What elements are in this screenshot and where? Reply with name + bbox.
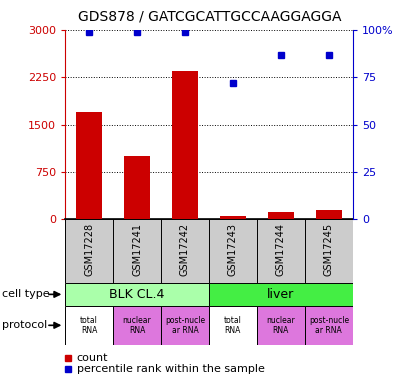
Bar bbox=[172, 71, 198, 219]
Bar bbox=[316, 210, 342, 219]
Text: count: count bbox=[77, 353, 108, 363]
Text: cell type: cell type bbox=[2, 290, 50, 299]
Text: GSM17242: GSM17242 bbox=[180, 223, 190, 276]
Bar bbox=[113, 306, 161, 345]
Text: total
RNA: total RNA bbox=[80, 316, 98, 335]
Bar bbox=[209, 306, 257, 345]
Text: nuclear
RNA: nuclear RNA bbox=[123, 316, 151, 335]
Text: GSM17243: GSM17243 bbox=[228, 223, 238, 276]
Bar bbox=[305, 306, 353, 345]
Text: protocol: protocol bbox=[2, 320, 47, 330]
Text: GSM17244: GSM17244 bbox=[276, 223, 286, 276]
Text: GSM17228: GSM17228 bbox=[84, 223, 94, 276]
Text: GSM17241: GSM17241 bbox=[132, 223, 142, 276]
Text: BLK CL.4: BLK CL.4 bbox=[109, 288, 165, 301]
Bar bbox=[161, 306, 209, 345]
Bar bbox=[76, 112, 102, 219]
Bar bbox=[65, 283, 209, 306]
Text: post-nucle
ar RNA: post-nucle ar RNA bbox=[309, 316, 349, 335]
Bar bbox=[257, 306, 305, 345]
Text: post-nucle
ar RNA: post-nucle ar RNA bbox=[165, 316, 205, 335]
Bar bbox=[209, 283, 353, 306]
Text: GDS878 / GATCGCATTGCCAAGGAGGA: GDS878 / GATCGCATTGCCAAGGAGGA bbox=[78, 9, 342, 23]
Text: percentile rank within the sample: percentile rank within the sample bbox=[77, 364, 265, 374]
Text: total
RNA: total RNA bbox=[224, 316, 242, 335]
Text: nuclear
RNA: nuclear RNA bbox=[267, 316, 295, 335]
Text: liver: liver bbox=[267, 288, 294, 301]
Bar bbox=[268, 212, 294, 219]
Bar bbox=[220, 216, 246, 219]
Text: GSM17245: GSM17245 bbox=[324, 223, 334, 276]
Bar bbox=[65, 306, 113, 345]
Bar bbox=[124, 156, 150, 219]
